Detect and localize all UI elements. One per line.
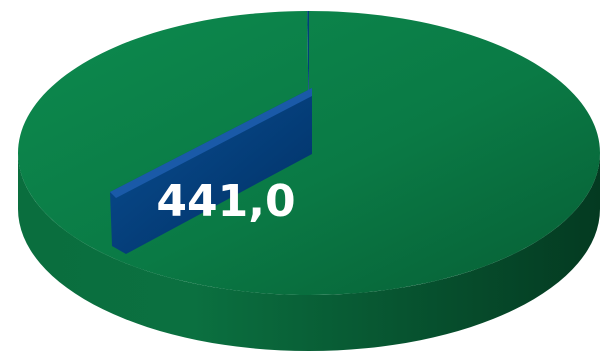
pie-slice-2-cut-edge xyxy=(110,88,312,198)
pie-slice-2-cut-face xyxy=(110,88,312,254)
data-label-slice-1: 441,0 xyxy=(156,176,295,227)
pie-slice-2 xyxy=(307,11,309,153)
pie-side-wall xyxy=(18,153,600,351)
